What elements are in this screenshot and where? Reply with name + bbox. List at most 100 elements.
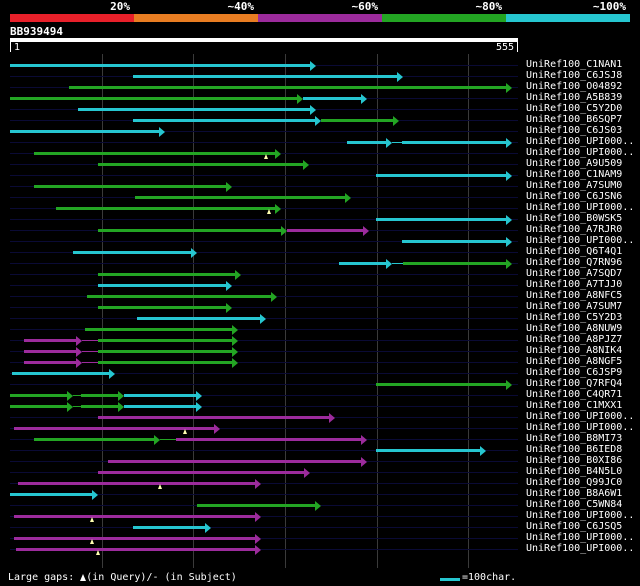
grid-line [193,54,194,568]
hit-label[interactable]: UniRef100_C4QR71 [526,389,623,400]
hit-label[interactable]: UniRef100_Q6T4Q1 [526,246,623,257]
hit-label[interactable]: UniRef100_A8PJZ7 [526,334,623,345]
hit-label[interactable]: UniRef100_B8A6W1 [526,488,623,499]
hit-label[interactable]: UniRef100_B8MI73 [526,433,623,444]
hit-label[interactable]: UniRef100_C6JSQ5 [526,521,623,532]
hit-label[interactable]: UniRef100_UPI000.. [526,235,635,246]
hit-row[interactable]: UniRef100_A8PJZ7 [0,334,640,346]
hit-label[interactable]: UniRef100_UPI000.. [526,422,635,433]
hit-row[interactable]: UniRef100_C6JSQ5 [0,521,640,533]
hit-label[interactable]: UniRef100_UPI000.. [526,532,635,543]
hit-label[interactable]: UniRef100_C6JS03 [526,125,623,136]
hit-label[interactable]: UniRef100_UPI000.. [526,411,635,422]
hit-label[interactable]: UniRef100_Q99JC0 [526,477,623,488]
hit-label[interactable]: UniRef100_A7SUM7 [526,301,623,312]
hit-row[interactable]: UniRef100_UPI000.. [0,202,640,214]
hit-row[interactable]: UniRef100_UPI000.. [0,422,640,434]
hit-label[interactable]: UniRef100_UPI000.. [526,543,635,554]
hit-label[interactable]: UniRef100_C6JSJ8 [526,70,623,81]
hit-row[interactable]: UniRef100_A7RJR0 [0,224,640,236]
hit-row[interactable]: UniRef100_Q7RN96 [0,257,640,269]
hit-row[interactable]: UniRef100_A7SUM7 [0,301,640,313]
grid-line [102,54,103,568]
hit-row[interactable]: UniRef100_UPI000.. [0,543,640,555]
hit-row[interactable]: UniRef100_C6JS03 [0,125,640,137]
hit-row[interactable]: UniRef100_A8NGF5 [0,356,640,368]
hit-label[interactable]: UniRef100_A8NFC5 [526,290,623,301]
hit-row[interactable]: UniRef100_C4QR71 [0,389,640,401]
hit-row[interactable]: UniRef100_B4N5L0 [0,466,640,478]
hit-row[interactable]: UniRef100_O04892 [0,81,640,93]
query-gap-marker [89,539,94,544]
hit-row[interactable]: UniRef100_B0XI86 [0,455,640,467]
row-guide [10,428,518,429]
hit-row[interactable]: UniRef100_A8NUW9 [0,323,640,335]
hit-row[interactable]: UniRef100_UPI000.. [0,136,640,148]
hit-row[interactable]: UniRef100_Q6T4Q1 [0,246,640,258]
hit-label[interactable]: UniRef100_C5WN84 [526,499,623,510]
hit-label[interactable]: UniRef100_A7SUM0 [526,180,623,191]
hit-row[interactable]: UniRef100_C6JSN6 [0,191,640,203]
hit-label[interactable]: UniRef100_A8NIK4 [526,345,623,356]
hit-label[interactable]: UniRef100_A8NUW9 [526,323,623,334]
hit-label[interactable]: UniRef100_Q7RFQ4 [526,378,623,389]
row-guide [10,241,518,242]
hit-label[interactable]: UniRef100_B6SQP7 [526,114,623,125]
hit-label[interactable]: UniRef100_A7RJR0 [526,224,623,235]
hit-row[interactable]: UniRef100_B6SQP7 [0,114,640,126]
hit-label[interactable]: UniRef100_O04892 [526,81,623,92]
hit-label[interactable]: UniRef100_A5B839 [526,92,623,103]
hit-label[interactable]: UniRef100_C6JSN6 [526,191,623,202]
hit-row[interactable]: UniRef100_B0WSK5 [0,213,640,225]
hit-row[interactable]: UniRef100_A8NIK4 [0,345,640,357]
hit-row[interactable]: UniRef100_UPI000.. [0,235,640,247]
hit-row[interactable]: UniRef100_C1NAM9 [0,169,640,181]
hit-label[interactable]: UniRef100_B6IED8 [526,444,623,455]
hit-row[interactable]: UniRef100_C5Y2D3 [0,312,640,324]
hit-row[interactable]: UniRef100_C1MXX1 [0,400,640,412]
hit-row[interactable]: UniRef100_Q7RFQ4 [0,378,640,390]
hit-label[interactable]: UniRef100_C6JSP9 [526,367,623,378]
hit-row[interactable]: UniRef100_B6IED8 [0,444,640,456]
hit-row[interactable]: UniRef100_UPI000.. [0,532,640,544]
hit-label[interactable]: UniRef100_C1NAN1 [526,59,623,70]
hit-row[interactable]: UniRef100_A9U509 [0,158,640,170]
hit-row[interactable]: UniRef100_A8NFC5 [0,290,640,302]
hit-row[interactable]: UniRef100_A7SQD7 [0,268,640,280]
hit-label[interactable]: UniRef100_C1MXX1 [526,400,623,411]
hit-label[interactable]: UniRef100_UPI000.. [526,202,635,213]
hit-row[interactable]: UniRef100_B8MI73 [0,433,640,445]
hit-label[interactable]: UniRef100_C1NAM9 [526,169,623,180]
query-gap-marker [263,154,268,159]
hit-label[interactable]: UniRef100_UPI000.. [526,510,635,521]
hit-label[interactable]: UniRef100_B4N5L0 [526,466,623,477]
hit-label[interactable]: UniRef100_A7TJJ0 [526,279,623,290]
hit-row[interactable]: UniRef100_A7SUM0 [0,180,640,192]
hit-label[interactable]: UniRef100_A8NGF5 [526,356,623,367]
hit-row[interactable]: UniRef100_C5WN84 [0,499,640,511]
hit-label[interactable]: UniRef100_Q7RN96 [526,257,623,268]
hit-label[interactable]: UniRef100_C5Y2D0 [526,103,623,114]
alignment-segment [10,97,297,100]
hit-label[interactable]: UniRef100_UPI000.. [526,147,635,158]
hit-row[interactable]: UniRef100_Q99JC0 [0,477,640,489]
alignment-segment [375,218,506,221]
hit-label[interactable]: UniRef100_A7SQD7 [526,268,623,279]
segment-arrowhead [280,226,287,236]
hit-row[interactable]: UniRef100_B8A6W1 [0,488,640,500]
hit-row[interactable]: UniRef100_UPI000.. [0,147,640,159]
hit-row[interactable]: UniRef100_C6JSP9 [0,367,640,379]
hit-label[interactable]: UniRef100_UPI000.. [526,136,635,147]
hit-row[interactable]: UniRef100_UPI000.. [0,510,640,522]
hit-row[interactable]: UniRef100_C1NAN1 [0,59,640,71]
hit-label[interactable]: UniRef100_B0XI86 [526,455,623,466]
hit-label[interactable]: UniRef100_B0WSK5 [526,213,623,224]
hit-row[interactable]: UniRef100_A5B839 [0,92,640,104]
hit-row[interactable]: UniRef100_C5Y2D0 [0,103,640,115]
hit-row[interactable]: UniRef100_UPI000.. [0,411,640,423]
hit-label[interactable]: UniRef100_C5Y2D3 [526,312,623,323]
hit-label[interactable]: UniRef100_A9U509 [526,158,623,169]
hit-row[interactable]: UniRef100_A7TJJ0 [0,279,640,291]
hit-row[interactable]: UniRef100_C6JSJ8 [0,70,640,82]
row-guide [10,329,518,330]
